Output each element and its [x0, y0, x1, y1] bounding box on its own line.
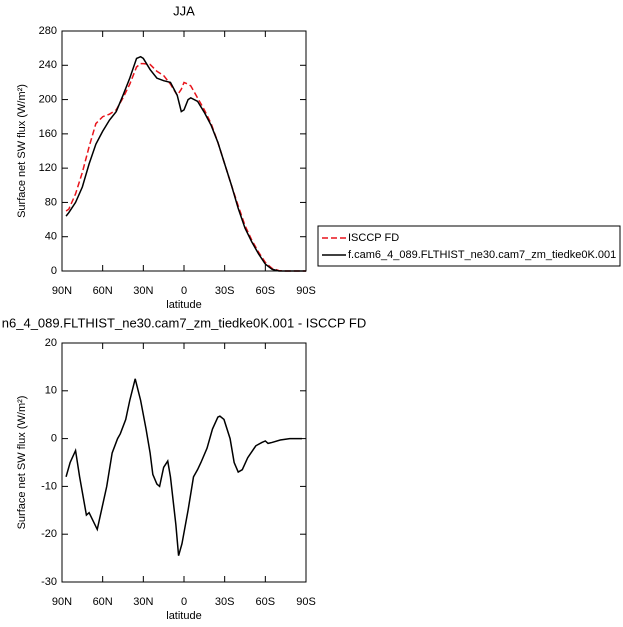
series-line [65, 55, 306, 272]
x-tick-label: 30N [133, 285, 153, 297]
x-tick-label: 0 [181, 596, 187, 608]
y-tick-label: -30 [41, 576, 57, 588]
y-axis-label: Surface net SW flux (W/m²) [16, 84, 28, 218]
y-tick-label: -20 [41, 528, 57, 540]
chart-title: n6_4_089.FLTHIST_ne30.cam7_zm_tiedke0K.0… [2, 315, 366, 330]
x-tick-label: 60S [256, 596, 276, 608]
x-tick-label: 60N [93, 596, 113, 608]
y-tick-label: 200 [39, 93, 57, 105]
y-tick-label: 80 [45, 196, 57, 208]
x-tick-label: 30N [133, 596, 153, 608]
y-tick-label: 20 [45, 337, 57, 349]
y-tick-label: 240 [39, 59, 57, 71]
y-tick-label: 160 [39, 128, 57, 140]
y-tick-label: 10 [45, 385, 57, 397]
series-line [65, 62, 306, 272]
plot-frame [61, 342, 307, 583]
legend-label: f.cam6_4_089.FLTHIST_ne30.cam7_zm_tiedke… [348, 249, 616, 261]
chart-title: JJA [173, 3, 195, 18]
x-axis-label: latitude [166, 299, 201, 311]
series-line [65, 378, 302, 556]
y-tick-label: 0 [51, 433, 57, 445]
x-axis-label: latitude [166, 610, 201, 622]
y-tick-label: 120 [39, 162, 57, 174]
y-axis-label: Surface net SW flux (W/m²) [16, 396, 28, 530]
plot-frame [61, 30, 307, 272]
x-tick-label: 30S [215, 596, 235, 608]
x-tick-label: 30S [215, 285, 235, 297]
x-tick-label: 60S [256, 285, 276, 297]
x-tick-label: 0 [181, 285, 187, 297]
x-tick-label: 90N [52, 596, 72, 608]
y-tick-label: 40 [45, 231, 57, 243]
x-tick-label: 90S [296, 285, 316, 297]
x-tick-label: 90N [52, 285, 72, 297]
x-tick-label: 90S [296, 596, 316, 608]
y-tick-label: 280 [39, 25, 57, 37]
y-tick-label: -10 [41, 480, 57, 492]
y-tick-label: 0 [51, 265, 57, 277]
x-tick-label: 60N [93, 285, 113, 297]
legend-label: ISCCP FD [348, 232, 399, 244]
legend-frame [317, 225, 621, 267]
